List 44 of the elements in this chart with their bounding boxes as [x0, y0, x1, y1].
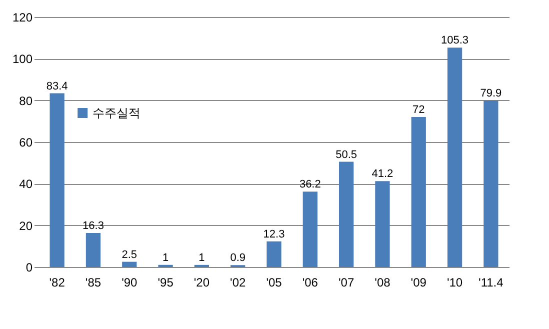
y-tick-label: 120	[12, 10, 33, 24]
y-tick-label: 80	[19, 94, 33, 108]
data-label: 105.3	[441, 34, 469, 47]
y-tick-label: 0	[26, 260, 33, 274]
bar	[266, 241, 282, 267]
bar	[447, 48, 462, 267]
x-tick-label: '10	[446, 276, 463, 290]
data-label: 16.3	[82, 220, 104, 232]
bar	[338, 162, 354, 267]
x-tick-label: '09	[410, 276, 427, 290]
x-tick-label: '85	[85, 276, 102, 290]
data-label: 50.5	[336, 148, 358, 161]
bar	[122, 262, 137, 267]
data-label: 36.2	[299, 178, 321, 191]
x-tick-label: '90	[122, 276, 138, 290]
x-tick-label: '08	[374, 276, 391, 290]
x-tick-label: '95	[158, 276, 174, 290]
x-tick-label: '06	[302, 276, 318, 290]
y-tick-label: 60	[19, 136, 33, 150]
data-label: 0.9	[230, 252, 246, 264]
bar	[302, 192, 318, 267]
data-label: 72	[412, 104, 425, 116]
data-label: 83.4	[46, 80, 68, 92]
data-label: 1	[198, 252, 205, 264]
bar	[411, 117, 426, 267]
data-label: 2.5	[122, 248, 138, 261]
legend-label: 수주실적	[92, 106, 141, 120]
bar	[375, 181, 390, 267]
x-tick-label: '11.4	[478, 276, 504, 290]
bar	[50, 93, 64, 267]
bar	[484, 100, 498, 267]
x-tick-label: '02	[230, 276, 246, 290]
data-label: 1	[162, 252, 169, 264]
x-tick-label: '05	[266, 276, 282, 290]
bar	[86, 233, 101, 267]
x-tick-label: '20	[194, 276, 210, 290]
data-label: 41.2	[372, 168, 394, 180]
y-tick-label: 20	[19, 218, 33, 233]
x-tick-label: '82	[49, 276, 66, 290]
y-tick-label: 100	[12, 52, 33, 66]
y-tick-label: 40	[19, 177, 33, 192]
x-tick-label: '07	[338, 276, 354, 290]
data-label: 79.9	[480, 88, 502, 100]
data-label: 12.3	[263, 228, 285, 240]
